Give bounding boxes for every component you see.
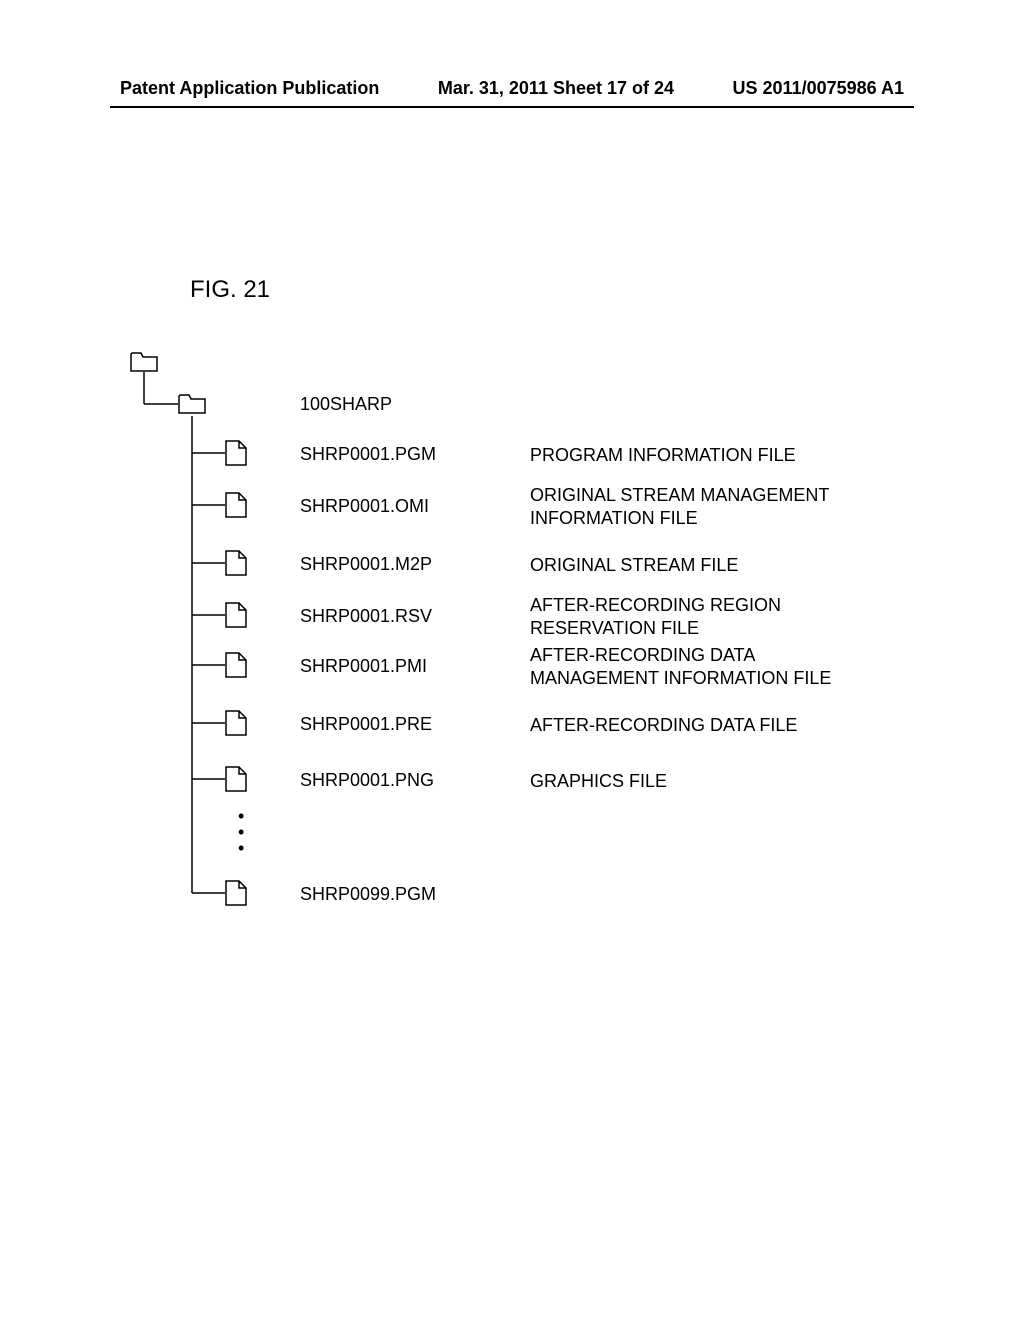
figure-label: FIG. 21 [190,276,270,304]
file-description: ORIGINAL STREAM MANAGEMENTINFORMATION FI… [530,484,829,529]
sub-folder-label: 100SHARP [300,394,392,415]
header-center: Mar. 31, 2011 Sheet 17 of 24 [438,78,674,99]
file-name: SHRP0001.M2P [300,554,432,575]
file-name: SHRP0001.OMI [300,496,429,517]
file-icon [225,880,247,906]
file-icon [225,550,247,576]
file-name: SHRP0001.PNG [300,770,434,791]
file-description: AFTER-RECORDING REGIONRESERVATION FILE [530,594,781,639]
ellipsis-icon: ••• [238,808,244,857]
file-name: SHRP0099.PGM [300,884,436,905]
file-icon [225,766,247,792]
sub-folder-icon [178,392,206,414]
file-description: GRAPHICS FILE [530,770,667,793]
file-icon [225,492,247,518]
file-icon [225,602,247,628]
header-left: Patent Application Publication [120,78,379,99]
file-icon [225,440,247,466]
file-description: PROGRAM INFORMATION FILE [530,444,796,467]
file-description: AFTER-RECORDING DATA FILE [530,714,797,737]
file-icon [225,652,247,678]
file-name: SHRP0001.PRE [300,714,432,735]
file-description: AFTER-RECORDING DATAMANAGEMENT INFORMATI… [530,644,831,689]
root-folder-icon [130,350,158,372]
file-description: ORIGINAL STREAM FILE [530,554,738,577]
header-right: US 2011/0075986 A1 [733,78,904,99]
header-divider [110,106,914,108]
file-name: SHRP0001.RSV [300,606,432,627]
file-icon [225,710,247,736]
file-name: SHRP0001.PMI [300,656,427,677]
file-name: SHRP0001.PGM [300,444,436,465]
